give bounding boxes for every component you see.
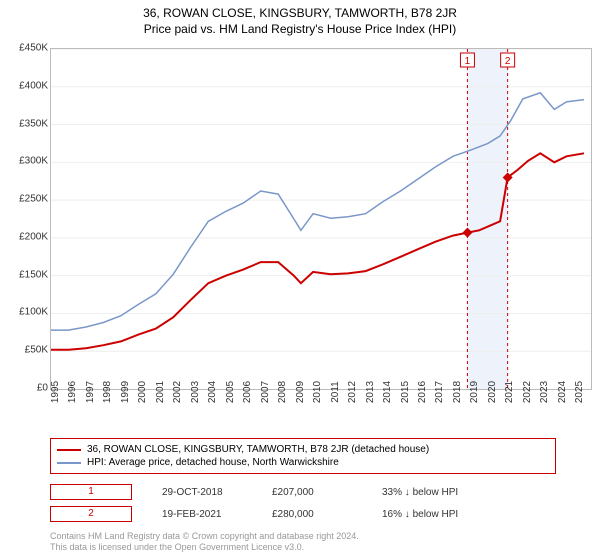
sale-date-1: 29-OCT-2018	[162, 487, 242, 498]
chart-svg: 12	[51, 49, 591, 389]
x-tick-label: 2001	[155, 381, 166, 403]
x-tick-label: 2016	[417, 381, 428, 403]
legend-label: 36, ROWAN CLOSE, KINGSBURY, TAMWORTH, B7…	[87, 444, 429, 455]
x-tick-label: 2009	[295, 381, 306, 403]
legend-label: HPI: Average price, detached house, Nort…	[87, 457, 339, 468]
x-tick-label: 2002	[172, 381, 183, 403]
footer-attribution: Contains HM Land Registry data © Crown c…	[50, 531, 359, 554]
x-tick-label: 1995	[50, 381, 61, 403]
sale-pct-2: 16% ↓ below HPI	[382, 509, 462, 520]
sale-pct-1: 33% ↓ below HPI	[382, 487, 462, 498]
x-tick-label: 2014	[382, 381, 393, 403]
x-tick-label: 2015	[400, 381, 411, 403]
x-tick-label: 2010	[312, 381, 323, 403]
sale-row-2: 2 19-FEB-2021 £280,000 16% ↓ below HPI	[50, 506, 462, 522]
x-tick-label: 2003	[190, 381, 201, 403]
chart-subtitle: Price paid vs. HM Land Registry's House …	[0, 20, 600, 40]
x-tick-label: 1996	[67, 381, 78, 403]
x-tick-label: 2005	[225, 381, 236, 403]
x-tick-label: 2013	[365, 381, 376, 403]
x-tick-label: 2008	[277, 381, 288, 403]
y-tick-label: £350K	[19, 118, 48, 129]
x-tick-label: 2006	[242, 381, 253, 403]
y-tick-label: £250K	[19, 194, 48, 205]
sale-date-2: 19-FEB-2021	[162, 509, 242, 520]
x-tick-label: 2019	[469, 381, 480, 403]
y-tick-label: £450K	[19, 43, 48, 54]
x-tick-label: 1999	[120, 381, 131, 403]
y-tick-label: £200K	[19, 231, 48, 242]
x-tick-label: 2017	[434, 381, 445, 403]
y-tick-label: £100K	[19, 307, 48, 318]
x-tick-label: 2012	[347, 381, 358, 403]
x-tick-label: 2024	[557, 381, 568, 403]
x-tick-label: 2020	[487, 381, 498, 403]
sale-price-2: £280,000	[272, 509, 352, 520]
x-tick-label: 2004	[207, 381, 218, 403]
y-tick-label: £300K	[19, 156, 48, 167]
x-tick-label: 2018	[452, 381, 463, 403]
sale-price-1: £207,000	[272, 487, 352, 498]
x-tick-label: 1998	[102, 381, 113, 403]
sale-marker-2: 2	[50, 506, 132, 522]
legend-item: 36, ROWAN CLOSE, KINGSBURY, TAMWORTH, B7…	[57, 443, 549, 456]
legend: 36, ROWAN CLOSE, KINGSBURY, TAMWORTH, B7…	[50, 438, 556, 474]
y-tick-label: £150K	[19, 269, 48, 280]
legend-swatch	[57, 449, 81, 451]
x-tick-label: 2025	[574, 381, 585, 403]
chart-title: 36, ROWAN CLOSE, KINGSBURY, TAMWORTH, B7…	[0, 0, 600, 20]
chart-plot-area: 12	[50, 48, 592, 390]
y-tick-label: £0	[37, 383, 48, 394]
x-tick-label: 2021	[504, 381, 515, 403]
legend-swatch	[57, 462, 81, 464]
y-tick-label: £400K	[19, 80, 48, 91]
sale-row-1: 1 29-OCT-2018 £207,000 33% ↓ below HPI	[50, 484, 462, 500]
svg-text:1: 1	[465, 56, 471, 67]
x-tick-label: 2011	[330, 381, 341, 403]
x-tick-label: 2000	[137, 381, 148, 403]
svg-text:2: 2	[505, 56, 511, 67]
x-tick-label: 1997	[85, 381, 96, 403]
y-tick-label: £50K	[25, 345, 48, 356]
sale-marker-1: 1	[50, 484, 132, 500]
x-tick-label: 2022	[522, 381, 533, 403]
legend-item: HPI: Average price, detached house, Nort…	[57, 456, 549, 469]
x-tick-label: 2023	[539, 381, 550, 403]
x-tick-label: 2007	[260, 381, 271, 403]
